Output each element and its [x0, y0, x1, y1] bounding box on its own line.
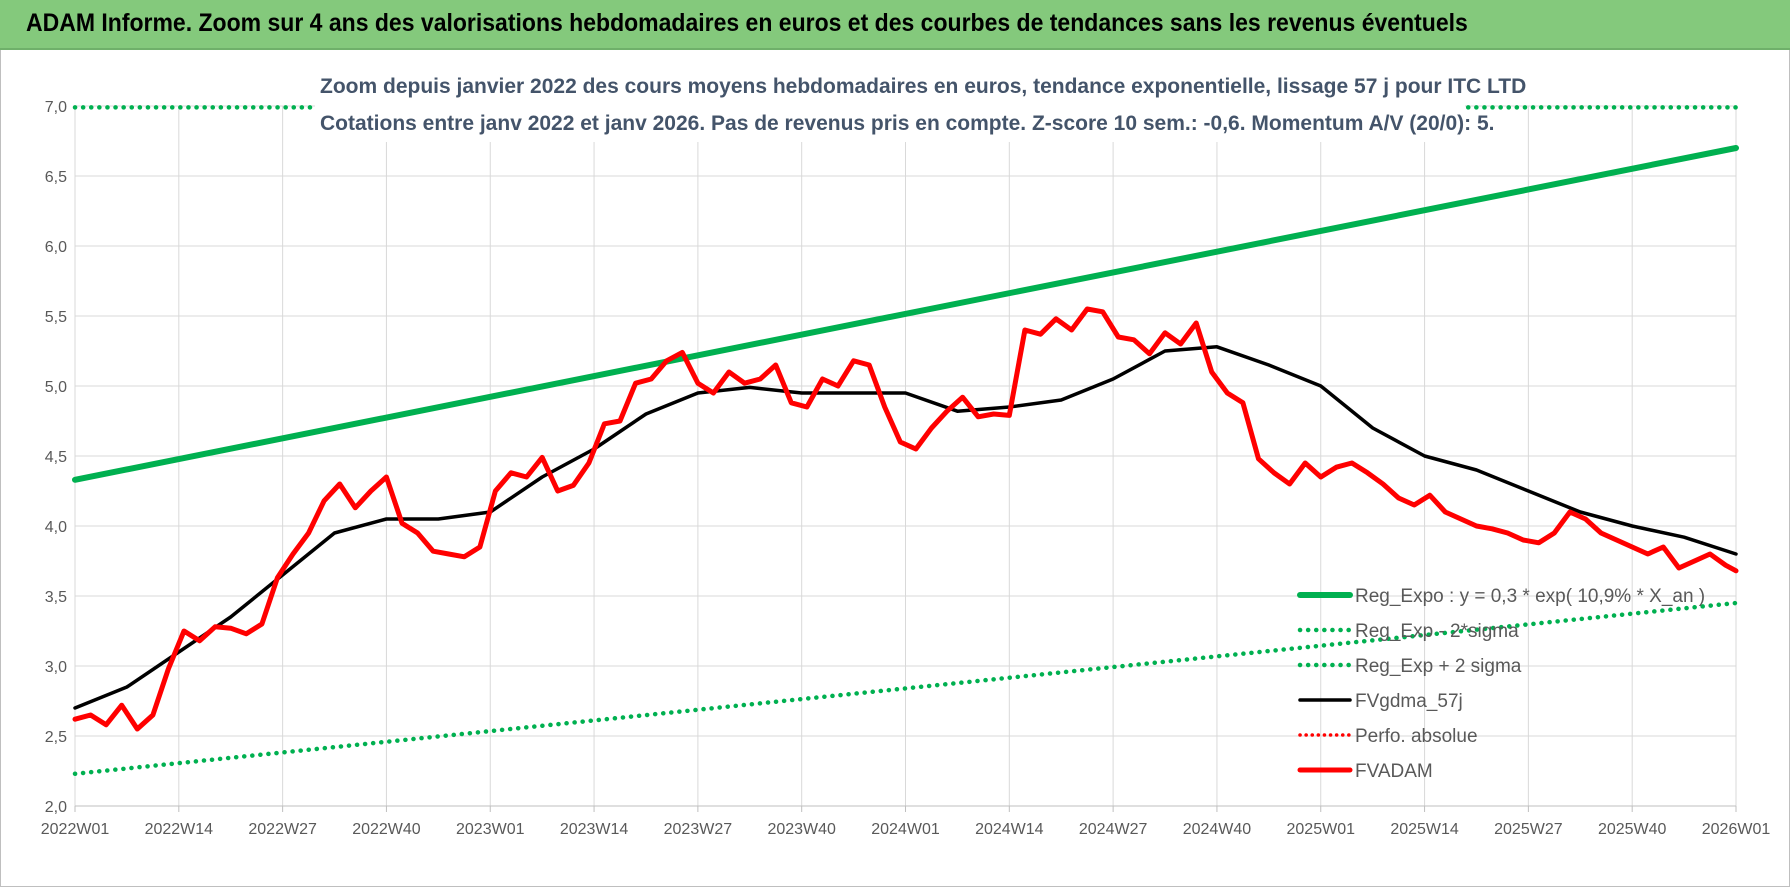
- x-tick-label: 2022W40: [352, 821, 421, 838]
- chart-subtitle-line-1: Zoom depuis janvier 2022 des cours moyen…: [320, 75, 1526, 98]
- y-tick-label: 7,0: [45, 99, 67, 116]
- y-tick-label: 3,5: [45, 589, 67, 606]
- x-tick-label: 2024W01: [871, 821, 940, 838]
- legend-label-perfo-absolue: Perfo. absolue: [1355, 726, 1478, 747]
- legend-label-reg-exp-plus-2sigma: Reg_Exp + 2 sigma: [1355, 656, 1522, 677]
- fvadam-line: [72, 306, 1739, 732]
- grid-layer: [74, 105, 1737, 807]
- y-tick-label: 4,0: [45, 519, 67, 536]
- legend-label-reg-expo: Reg_Expo : y = 0,3 * exp( 10,9% * X_an ): [1355, 586, 1705, 607]
- x-tick-label: 2023W27: [664, 821, 733, 838]
- y-tick-label: 5,0: [45, 379, 67, 396]
- x-tick-label: 2024W14: [975, 821, 1044, 838]
- x-tick-label: 2023W40: [767, 821, 836, 838]
- chart-subtitle-line-2: Cotations entre janv 2022 et janv 2026. …: [320, 112, 1494, 135]
- reg-exp-minus-2sigma-line: [72, 600, 1739, 777]
- x-tick-label: 2023W01: [456, 821, 525, 838]
- axis-layer: 2,0 2,5 3,0 3,5 4,0 4,5 5,0 5,5 6,0 6,5 7,0 2022W01…: [41, 99, 1771, 838]
- subtitle-backdrop: [315, 66, 1465, 142]
- legend: Reg_Expo : y = 0,3 * exp( 10,9% * X_an )…: [1297, 586, 1705, 782]
- y-tick-label: 5,5: [45, 309, 67, 326]
- title-banner: ADAM Informe. Zoom sur 4 ans des valoris…: [0, 0, 1790, 50]
- y-tick-label: 6,0: [45, 239, 67, 256]
- x-tick-label: 2024W40: [1183, 821, 1252, 838]
- y-tick-label: 2,0: [45, 799, 67, 816]
- x-tick-label: 2023W14: [560, 821, 629, 838]
- x-tick-label: 2025W40: [1598, 821, 1667, 838]
- reg-expo-line: [72, 145, 1739, 483]
- y-tick-label: 6,5: [45, 169, 67, 186]
- legend-label-fvadam: FVADAM: [1355, 761, 1433, 782]
- y-tick-label: 2,5: [45, 729, 67, 746]
- legend-label-reg-exp-minus-2sigma: Reg_Exp - 2*sigma: [1355, 621, 1519, 642]
- y-tick-label: 4,5: [45, 449, 67, 466]
- x-tick-label: 2025W14: [1390, 821, 1459, 838]
- fvgdma-57j-line: [73, 345, 1738, 710]
- y-tick-label: 3,0: [45, 659, 67, 676]
- x-tick-label: 2022W14: [145, 821, 214, 838]
- banner-title: ADAM Informe. Zoom sur 4 ans des valoris…: [26, 9, 1468, 37]
- x-tick-label: 2025W27: [1494, 821, 1563, 838]
- x-tick-label: 2025W01: [1287, 821, 1356, 838]
- x-tick-label: 2022W27: [248, 821, 317, 838]
- x-tick-label: 2026W01: [1702, 821, 1771, 838]
- x-tick-label: 2024W27: [1079, 821, 1148, 838]
- legend-label-fvgdma-57j: FVgdma_57j: [1355, 691, 1463, 712]
- x-tick-label: 2022W01: [41, 821, 110, 838]
